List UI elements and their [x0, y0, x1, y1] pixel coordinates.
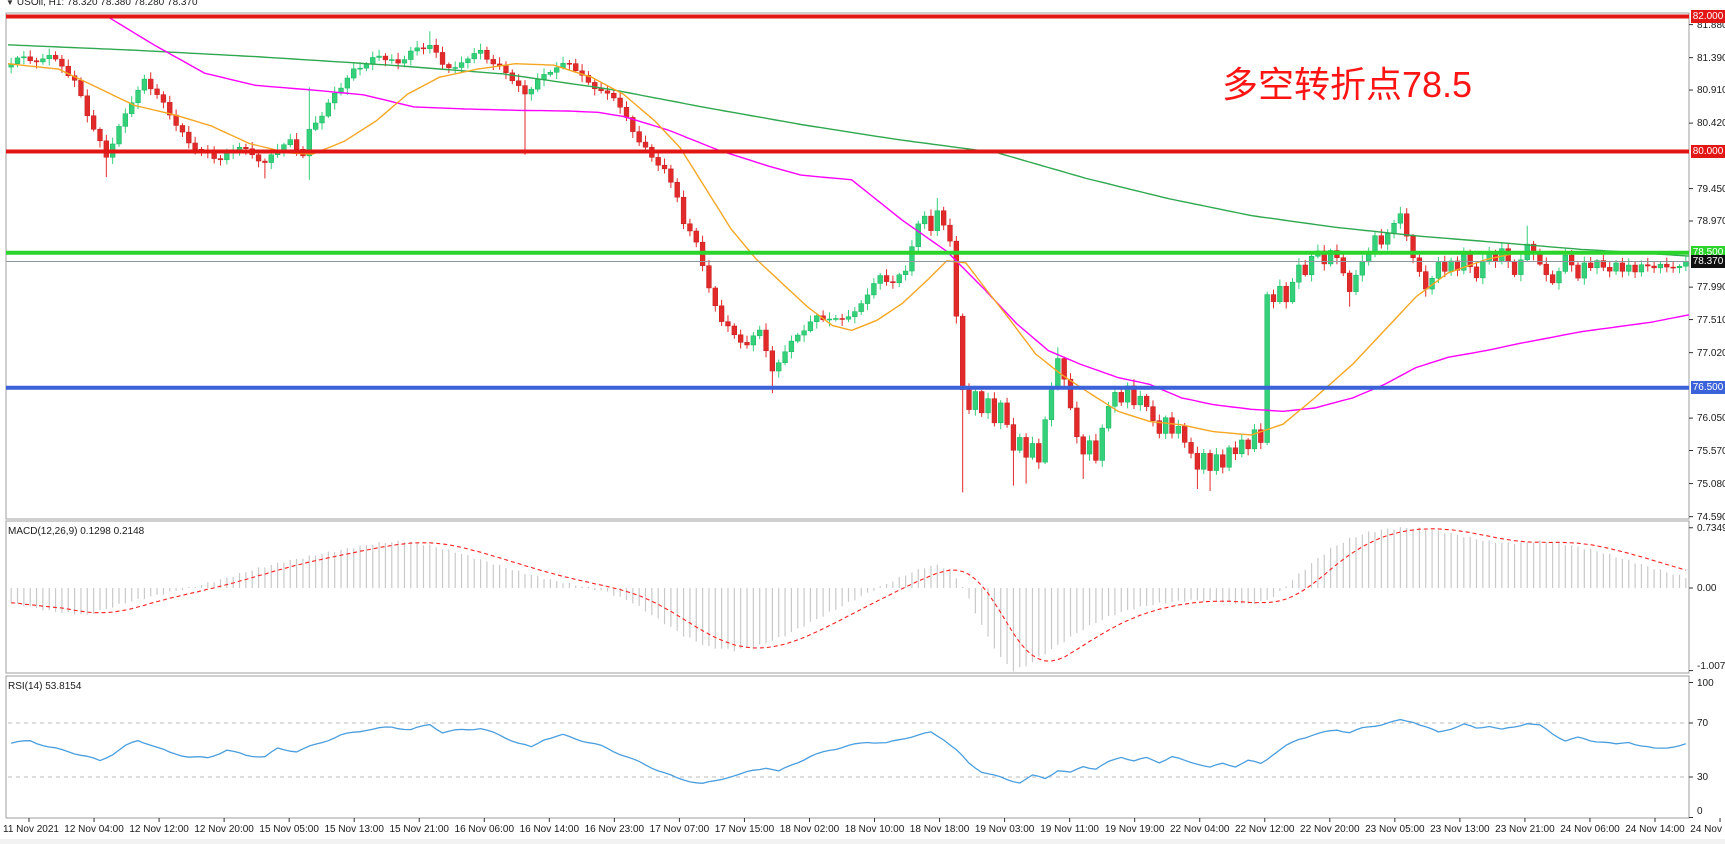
time-axis-label: 16 Nov 23:00	[584, 824, 645, 835]
time-axis-label: 15 Nov 21:00	[389, 824, 449, 835]
macd-indicator-label: MACD(12,26,9) 0.1298 0.2148	[8, 526, 145, 537]
price-tick-label: 77.990	[1697, 282, 1725, 294]
price-tick-label: 75.570	[1697, 445, 1725, 457]
symbol-ohlc-text: USOil, H1: 78.320 78.380 78.280 78.370	[16, 0, 198, 8]
price-tick-label: 80.910	[1697, 85, 1725, 97]
price-tick-label: 75.080	[1697, 478, 1725, 490]
time-axis-label: 15 Nov 13:00	[324, 824, 384, 835]
time-axis-label: 18 Nov 10:00	[844, 824, 905, 835]
rsi-axis-label: 70	[1697, 718, 1709, 729]
time-axis-label: 24 Nov 06:00	[1560, 824, 1620, 835]
macd-axis-label: 0.00	[1697, 583, 1717, 594]
time-axis-label: 22 Nov 12:00	[1235, 824, 1295, 835]
time-axis-label: 16 Nov 06:00	[454, 824, 515, 835]
annotation-text: 多空转折点78.5	[1222, 64, 1473, 105]
symbol-info: ▼ USOil, H1: 78.320 78.380 78.280 78.370	[6, 0, 198, 8]
price-badge-82.000: 82.000	[1691, 9, 1725, 23]
ma-line-mid-magenta	[109, 17, 1690, 413]
time-axis-label: 23 Nov 21:00	[1495, 824, 1555, 835]
rsi-axis-label: 0	[1697, 806, 1703, 817]
price-tick-label: 79.450	[1697, 183, 1725, 195]
symbol-dropdown-icon[interactable]: ▼	[6, 0, 14, 7]
price-tick-label: 81.880	[1697, 19, 1725, 31]
time-axis-label: 15 Nov 05:00	[259, 824, 319, 835]
price-tick-label: 76.050	[1697, 413, 1725, 425]
ma-line-slow-green	[7, 44, 1690, 257]
time-axis-label: 16 Nov 14:00	[519, 824, 580, 835]
price-badge-80.000: 80.000	[1691, 144, 1725, 158]
macd-axis-label: 0.7349	[1697, 523, 1725, 534]
price-badge-78.370: 78.370	[1691, 255, 1725, 268]
time-axis-label: 23 Nov 05:00	[1365, 824, 1425, 835]
price-tick-label: 77.020	[1697, 347, 1725, 359]
price-tick-label: 78.970	[1697, 216, 1725, 227]
price-tick-label: 80.420	[1697, 118, 1725, 130]
time-axis-label: 24 Nov 23:00	[1690, 824, 1725, 835]
time-axis-label: 22 Nov 04:00	[1169, 824, 1230, 835]
time-axis-label: 12 Nov 20:00	[194, 824, 254, 835]
macd-signal-line	[11, 528, 1686, 662]
time-axis-label: 17 Nov 15:00	[714, 824, 775, 835]
window-bottom-strip	[0, 839, 1725, 844]
macd-panel[interactable]	[5, 520, 1690, 674]
rsi-line	[11, 718, 1686, 784]
time-axis-label: 12 Nov 12:00	[129, 824, 189, 835]
time-axis-label: 19 Nov 19:00	[1104, 824, 1165, 835]
rsi-indicator-label: RSI(14) 53.8154	[8, 681, 82, 692]
price-tick-label: 74.590	[1697, 511, 1725, 523]
macd-histogram	[10, 527, 1687, 672]
macd-axis-label: -1.007	[1697, 661, 1725, 672]
price-tick-label: 81.390	[1697, 52, 1725, 64]
rsi-axis-label: 30	[1697, 772, 1709, 783]
time-axis-label: 24 Nov 14:00	[1625, 824, 1685, 835]
time-axis-label: 19 Nov 03:00	[974, 824, 1035, 835]
time-axis-label: 11 Nov 2021	[3, 824, 59, 835]
time-axis-label: 12 Nov 04:00	[64, 824, 124, 835]
time-axis-label: 22 Nov 20:00	[1300, 824, 1360, 835]
candles-layer	[8, 31, 1689, 493]
time-axis-label: 18 Nov 02:00	[779, 824, 840, 835]
rsi-axis-label: 100	[1697, 678, 1714, 689]
time-axis-label: 18 Nov 18:00	[909, 824, 970, 835]
rsi-panel[interactable]	[5, 675, 1690, 819]
time-axis-label: 19 Nov 11:00	[1040, 824, 1099, 835]
price-panel[interactable]	[5, 12, 1690, 520]
time-axis-label: 23 Nov 13:00	[1430, 824, 1490, 835]
price-tick-label: 77.510	[1697, 314, 1725, 326]
price-badge-76.500: 76.500	[1691, 381, 1725, 395]
time-axis-label: 17 Nov 07:00	[649, 824, 710, 835]
